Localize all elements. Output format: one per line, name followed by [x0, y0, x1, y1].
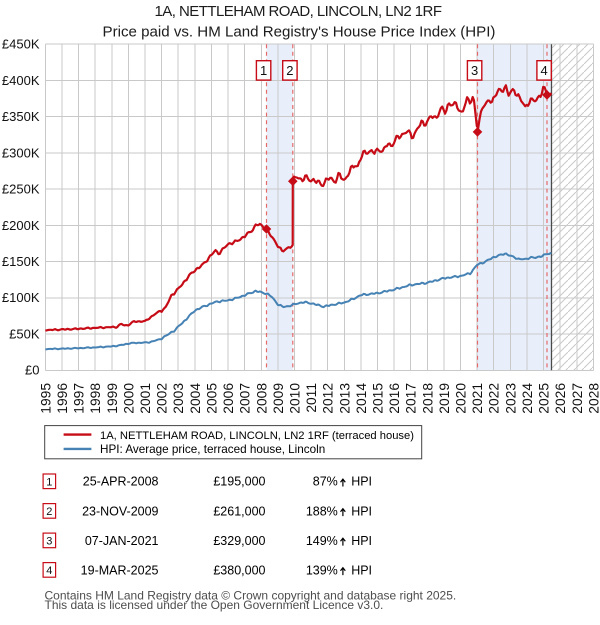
svg-text:2: 2: [46, 506, 52, 518]
svg-text:23-NOV-2009: 23-NOV-2009: [82, 504, 158, 518]
svg-text:£329,000: £329,000: [213, 534, 265, 548]
svg-text:1A, NETTLEHAM ROAD, LINCOLN, L: 1A, NETTLEHAM ROAD, LINCOLN, LN2 1RF: [155, 3, 442, 20]
svg-text:2013: 2013: [337, 383, 352, 414]
svg-text:1995: 1995: [38, 383, 53, 414]
svg-text:2: 2: [286, 63, 293, 78]
svg-text:1997: 1997: [72, 383, 87, 414]
svg-text:07-JAN-2021: 07-JAN-2021: [85, 534, 159, 548]
svg-text:£195,000: £195,000: [213, 475, 265, 489]
svg-text:2020: 2020: [454, 383, 469, 414]
svg-text:188%: 188%: [306, 504, 338, 518]
svg-text:2017: 2017: [404, 383, 419, 414]
svg-text:139%: 139%: [306, 563, 338, 577]
svg-text:25-APR-2008: 25-APR-2008: [83, 475, 159, 489]
svg-text:2012: 2012: [321, 383, 336, 414]
svg-text:3: 3: [471, 63, 478, 78]
svg-text:2001: 2001: [138, 383, 153, 414]
svg-text:£150K: £150K: [2, 254, 40, 269]
svg-text:£250K: £250K: [2, 182, 40, 197]
svg-text:2027: 2027: [570, 383, 585, 414]
svg-text:HPI: HPI: [351, 563, 372, 577]
svg-text:2019: 2019: [437, 383, 452, 414]
svg-text:2022: 2022: [487, 383, 502, 414]
svg-text:2010: 2010: [288, 383, 303, 414]
svg-text:2026: 2026: [553, 383, 568, 414]
svg-text:1A, NETTLEHAM ROAD, LINCOLN, L: 1A, NETTLEHAM ROAD, LINCOLN, LN2 1RF (te…: [100, 430, 414, 442]
svg-text:Contains HM Land Registry data: Contains HM Land Registry data © Crown c…: [45, 588, 457, 602]
svg-text:£50K: £50K: [9, 327, 40, 342]
svg-text:2009: 2009: [271, 383, 286, 414]
svg-text:2024: 2024: [520, 383, 535, 414]
svg-text:2028: 2028: [586, 383, 600, 414]
svg-text:87%: 87%: [313, 475, 338, 489]
svg-text:2008: 2008: [254, 383, 269, 414]
svg-text:2025: 2025: [537, 383, 552, 414]
svg-text:Price paid vs. HM Land Registr: Price paid vs. HM Land Registry's House …: [103, 23, 496, 40]
svg-text:19-MAR-2025: 19-MAR-2025: [81, 563, 159, 577]
svg-text:2014: 2014: [354, 383, 369, 414]
svg-text:1996: 1996: [55, 383, 70, 414]
svg-text:HPI: HPI: [351, 504, 372, 518]
svg-text:HPI: HPI: [351, 534, 372, 548]
svg-text:2011: 2011: [304, 383, 319, 413]
svg-text:£200K: £200K: [2, 218, 40, 233]
svg-text:HPI: HPI: [351, 475, 372, 489]
svg-text:2016: 2016: [387, 383, 402, 414]
svg-text:149%: 149%: [306, 534, 338, 548]
svg-text:1998: 1998: [88, 383, 103, 414]
svg-text:£400K: £400K: [2, 73, 40, 88]
svg-text:1: 1: [46, 476, 52, 488]
svg-text:This data is licensed under th: This data is licensed under the Open Gov…: [45, 598, 384, 612]
svg-text:£300K: £300K: [2, 145, 40, 160]
svg-text:£100K: £100K: [2, 290, 40, 305]
svg-text:1: 1: [260, 63, 267, 78]
svg-text:HPI: Average price, terraced h: HPI: Average price, terraced house, Linc…: [100, 443, 325, 456]
svg-text:2006: 2006: [221, 383, 236, 414]
svg-text:2018: 2018: [420, 383, 435, 414]
svg-text:2004: 2004: [188, 383, 203, 414]
svg-text:£0: £0: [25, 363, 39, 378]
svg-text:£350K: £350K: [2, 109, 40, 124]
svg-text:£261,000: £261,000: [213, 504, 265, 518]
svg-text:4: 4: [540, 63, 547, 78]
svg-text:£380,000: £380,000: [213, 563, 265, 577]
svg-text:2002: 2002: [155, 383, 170, 414]
svg-text:2000: 2000: [121, 383, 136, 414]
svg-text:3: 3: [46, 535, 52, 547]
svg-text:2003: 2003: [171, 383, 186, 414]
svg-text:£450K: £450K: [2, 37, 40, 52]
svg-text:1999: 1999: [105, 383, 120, 414]
svg-text:2021: 2021: [470, 383, 485, 414]
svg-text:2005: 2005: [205, 383, 220, 414]
svg-text:2015: 2015: [371, 383, 386, 414]
svg-text:2007: 2007: [238, 383, 253, 414]
svg-text:4: 4: [46, 565, 52, 577]
svg-text:2023: 2023: [503, 383, 518, 414]
